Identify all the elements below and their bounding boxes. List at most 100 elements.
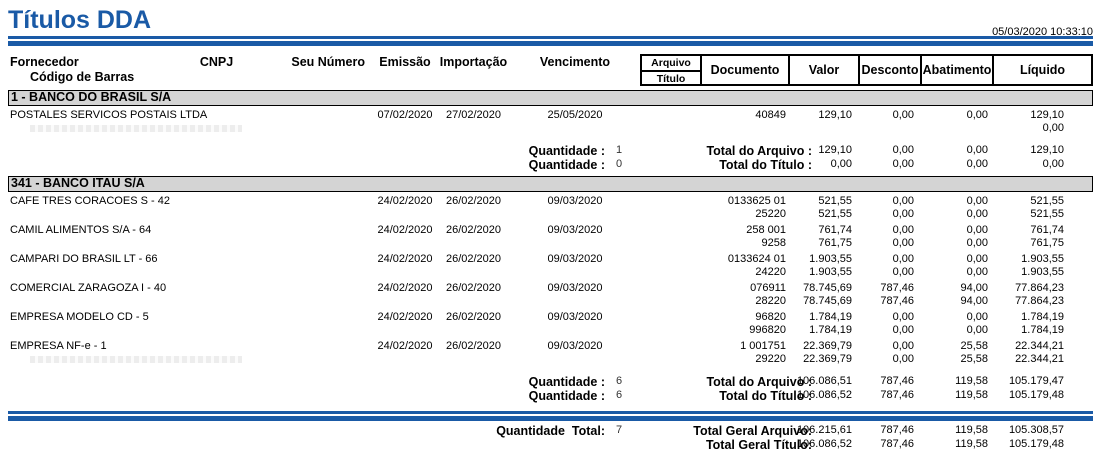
total-label: Total do Arquivo : (706, 375, 812, 389)
abatimento-value: 0,00 (966, 208, 988, 220)
emissao-value: 24/02/2020 (377, 311, 433, 323)
total-label: Total Geral Título: (705, 438, 812, 452)
cnpj-cell (188, 324, 245, 337)
documento-value: 0133625 01 (727, 195, 786, 207)
supplier-block: EMPRESA NF-e - 1 24/02/2020 26/02/2020 09/0… (8, 340, 1093, 366)
quantidade-label: Quantidade : (528, 389, 605, 403)
seu-numero-cell (245, 282, 373, 295)
fornecedor-cell (8, 295, 188, 308)
seu-numero-cell (245, 224, 373, 237)
valor-value: 129,10 (818, 109, 852, 121)
section-header: 341 - BANCO ITAU S/A (8, 176, 1093, 192)
report-datetime: 05/03/2020 10:33:10 (992, 26, 1093, 38)
quantidade-label: Quantidade : (528, 158, 605, 172)
liquido-value: 521,55 (1030, 208, 1064, 220)
supplier-row: 24220 1.903,55 0,00 0,00 1.903,55 (8, 266, 1093, 279)
table-header: Fornecedor Código de Barras CNPJ Seu Núm… (8, 54, 1093, 86)
desconto-value: 0,00 (892, 195, 914, 207)
valor-value: 761,74 (818, 224, 852, 236)
vencimento-value (510, 266, 640, 279)
arquivo-titulo-cell (640, 224, 702, 237)
col-abatimento: Abatimento (922, 54, 994, 86)
vencimento-value: 09/03/2020 (547, 311, 603, 323)
desconto-value: 0,00 (892, 324, 914, 336)
total-abatimento: 119,58 (955, 438, 988, 450)
page-title: Títulos DDA (8, 6, 152, 34)
total-liquido: 0,00 (1042, 158, 1064, 170)
total-label: Total do Título : (719, 158, 812, 172)
emissao-value: 07/02/2020 (377, 109, 433, 121)
section-totals: Quantidade : 6 Total do Arquivo :106.086,5… (8, 375, 1093, 403)
valor-value (790, 122, 860, 135)
col-emissao: Emissão (379, 55, 431, 69)
cnpj-cell (188, 253, 245, 266)
desconto-value: 0,00 (892, 311, 914, 323)
fornecedor-name: EMPRESA NF-e - 1 (10, 340, 107, 352)
supplier-row: 996820 1.784,19 0,00 0,00 1.784,19 (8, 324, 1093, 337)
cnpj-cell (188, 195, 245, 208)
col-vencimento: Vencimento (539, 55, 611, 69)
supplier-row: 0,00 (8, 122, 1093, 135)
fornecedor-cell (8, 208, 188, 221)
emissao-value (373, 122, 437, 135)
seu-numero-cell (245, 109, 373, 122)
total-liquido: 129,10 (1030, 144, 1064, 156)
arquivo-titulo-cell (640, 195, 702, 208)
cnpj-cell (188, 353, 245, 366)
col-fornecedor: Fornecedor Código de Barras (8, 54, 188, 86)
supplier-block: CAMIL ALIMENTOS S/A - 64 24/02/2020 26/02/… (8, 224, 1093, 250)
total-valor: 129,10 (818, 144, 852, 156)
supplier-block: POSTALES SERVICOS POSTAIS LTDA 07/02/2020… (8, 109, 1093, 135)
liquido-value: 761,75 (1030, 237, 1064, 249)
total-desconto: 787,46 (880, 438, 914, 450)
seu-numero-cell (245, 122, 373, 135)
liquido-value: 1.784,19 (1021, 324, 1064, 336)
total-desconto: 787,46 (880, 375, 914, 387)
documento-value: 96820 (755, 311, 786, 323)
vencimento-value: 25/05/2020 (547, 109, 603, 121)
emissao-value: 24/02/2020 (377, 340, 433, 352)
total-desconto: 787,46 (880, 424, 914, 436)
documento-value: 076911 (750, 282, 786, 294)
seu-numero-cell (245, 295, 373, 308)
seu-numero-cell (245, 324, 373, 337)
vencimento-value (510, 122, 640, 135)
col-liquido: Líquido (994, 54, 1093, 86)
valor-value: 22.369,79 (803, 353, 852, 365)
grand-totals: Quantidade Total: 7 Total Geral Arquivo: 10… (8, 424, 1093, 452)
arquivo-titulo-cell (640, 282, 702, 295)
importacao-value (437, 122, 510, 135)
report-page: Títulos DDA 05/03/2020 10:33:10 Forneced… (8, 6, 1093, 452)
desconto-value: 0,00 (892, 266, 914, 278)
documento-value: 25220 (755, 208, 786, 220)
abatimento-value: 94,00 (960, 282, 988, 294)
quantidade-value: 7 (616, 424, 623, 436)
abatimento-value: 0,00 (966, 311, 988, 323)
documento-value: 258 001 (746, 224, 786, 236)
arquivo-titulo-cell (640, 253, 702, 266)
total-desconto: 787,46 (880, 389, 914, 401)
cnpj-cell (188, 109, 245, 122)
totals-row: Total Geral Título: 106.086,52 787,46 119,5… (8, 438, 1093, 452)
emissao-value (373, 353, 437, 366)
desconto-value: 787,46 (880, 282, 914, 294)
fornecedor-name: CAFE TRES CORACOES S - 42 (10, 195, 170, 207)
documento-value: 24220 (755, 266, 786, 278)
cnpj-cell (188, 282, 245, 295)
liquido-value: 521,55 (1030, 195, 1064, 207)
importacao-value (437, 353, 510, 366)
documento-value (702, 122, 790, 135)
documento-value: 996820 (749, 324, 786, 336)
fornecedor-cell (8, 266, 188, 279)
valor-value: 1.784,19 (809, 324, 852, 336)
barcode-faint (30, 125, 242, 132)
quantidade-value: 6 (616, 389, 623, 401)
documento-value: 9258 (761, 237, 786, 249)
fornecedor-cell (8, 324, 188, 337)
valor-value: 1.903,55 (809, 266, 852, 278)
fornecedor-name: POSTALES SERVICOS POSTAIS LTDA (10, 109, 208, 121)
total-label: Total do Arquivo : (706, 144, 812, 158)
supplier-row: EMPRESA MODELO CD - 5 24/02/2020 26/02/202… (8, 311, 1093, 324)
supplier-block: COMERCIAL ZARAGOZA I - 40 24/02/2020 26/02… (8, 282, 1093, 308)
fornecedor-cell (8, 237, 188, 250)
